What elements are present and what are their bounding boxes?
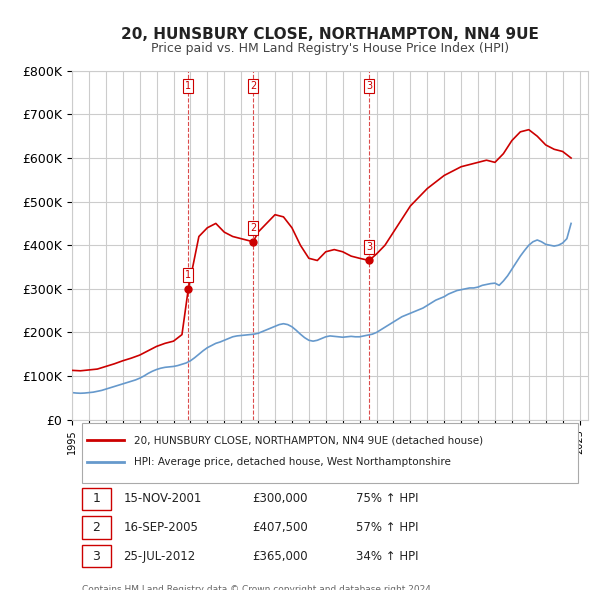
Text: 3: 3	[366, 242, 372, 252]
Text: 57% ↑ HPI: 57% ↑ HPI	[356, 521, 418, 534]
Text: 75% ↑ HPI: 75% ↑ HPI	[356, 493, 418, 506]
Text: 1: 1	[92, 493, 100, 506]
Text: 20, HUNSBURY CLOSE, NORTHAMPTON, NN4 9UE (detached house): 20, HUNSBURY CLOSE, NORTHAMPTON, NN4 9UE…	[134, 435, 483, 445]
Text: Contains HM Land Registry data © Crown copyright and database right 2024.: Contains HM Land Registry data © Crown c…	[82, 585, 434, 590]
Text: 1: 1	[185, 270, 191, 280]
Text: 2: 2	[250, 81, 256, 91]
Text: 15-NOV-2001: 15-NOV-2001	[124, 493, 202, 506]
FancyBboxPatch shape	[82, 488, 110, 510]
Text: £365,000: £365,000	[253, 549, 308, 562]
Text: 16-SEP-2005: 16-SEP-2005	[124, 521, 199, 534]
FancyBboxPatch shape	[82, 545, 110, 567]
Text: 25-JUL-2012: 25-JUL-2012	[124, 549, 196, 562]
FancyBboxPatch shape	[82, 516, 110, 539]
Text: 2: 2	[250, 223, 256, 233]
Text: £300,000: £300,000	[253, 493, 308, 506]
Text: 3: 3	[366, 81, 372, 91]
Text: 34% ↑ HPI: 34% ↑ HPI	[356, 549, 418, 562]
Text: 2: 2	[92, 521, 100, 534]
Text: Price paid vs. HM Land Registry's House Price Index (HPI): Price paid vs. HM Land Registry's House …	[151, 42, 509, 55]
Text: 20, HUNSBURY CLOSE, NORTHAMPTON, NN4 9UE: 20, HUNSBURY CLOSE, NORTHAMPTON, NN4 9UE	[121, 27, 539, 41]
Text: 3: 3	[92, 549, 100, 562]
Text: 1: 1	[185, 81, 191, 91]
Text: £407,500: £407,500	[253, 521, 308, 534]
Text: HPI: Average price, detached house, West Northamptonshire: HPI: Average price, detached house, West…	[134, 457, 451, 467]
FancyBboxPatch shape	[82, 423, 578, 483]
